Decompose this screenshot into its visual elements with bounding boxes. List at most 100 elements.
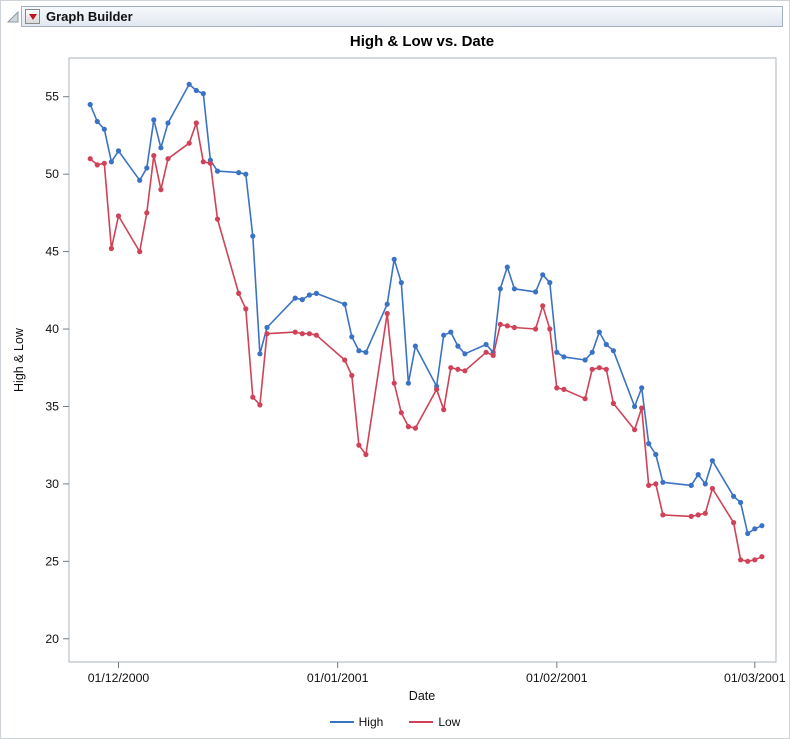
data-point-high[interactable] <box>151 117 157 123</box>
data-point-high[interactable] <box>504 264 510 270</box>
data-point-low[interactable] <box>455 366 461 372</box>
data-point-low[interactable] <box>511 324 517 331</box>
data-point-high[interactable] <box>115 148 122 154</box>
data-point-high[interactable] <box>561 354 567 360</box>
data-point-low[interactable] <box>144 210 150 216</box>
data-point-low[interactable] <box>653 481 659 487</box>
data-point-high[interactable] <box>236 170 242 176</box>
data-point-high[interactable] <box>144 165 150 171</box>
data-point-high[interactable] <box>363 349 369 355</box>
data-point-high[interactable] <box>554 349 560 355</box>
data-point-low[interactable] <box>448 365 454 371</box>
data-point-low[interactable] <box>745 558 751 564</box>
data-point-high[interactable] <box>497 286 503 292</box>
data-point-high[interactable] <box>349 334 355 340</box>
data-point-high[interactable] <box>639 385 645 391</box>
data-point-low[interactable] <box>596 365 602 371</box>
data-point-low[interactable] <box>646 482 652 488</box>
data-point-high[interactable] <box>731 493 737 499</box>
data-point-low[interactable] <box>87 156 93 162</box>
data-point-low[interactable] <box>292 329 298 335</box>
data-point-high[interactable] <box>582 357 588 363</box>
data-point-low[interactable] <box>582 396 588 402</box>
data-point-low[interactable] <box>115 213 122 219</box>
data-point-low[interactable] <box>554 385 560 391</box>
data-point-low[interactable] <box>94 162 100 168</box>
data-point-low[interactable] <box>660 512 666 518</box>
plot-frame[interactable] <box>68 57 777 663</box>
legend-item-low[interactable]: Low <box>409 715 460 729</box>
data-point-high[interactable] <box>398 280 404 286</box>
data-point-low[interactable] <box>603 366 609 372</box>
data-point-high[interactable] <box>342 301 348 307</box>
data-point-low[interactable] <box>589 366 595 372</box>
data-point-high[interactable] <box>405 380 411 386</box>
data-point-high[interactable] <box>356 348 362 354</box>
data-point-high[interactable] <box>483 341 489 348</box>
data-point-low[interactable] <box>462 368 468 374</box>
data-point-low[interactable] <box>342 357 348 363</box>
data-point-high[interactable] <box>257 351 263 357</box>
data-point-low[interactable] <box>214 216 221 222</box>
data-point-low[interactable] <box>391 380 397 386</box>
data-point-low[interactable] <box>137 249 143 255</box>
data-point-low[interactable] <box>610 400 617 406</box>
data-point-high[interactable] <box>158 145 164 151</box>
data-point-high[interactable] <box>688 482 694 488</box>
legend-item-high[interactable]: High <box>329 715 383 729</box>
data-point-low[interactable] <box>504 323 510 329</box>
data-point-low[interactable] <box>547 326 553 332</box>
data-point-low[interactable] <box>738 557 744 563</box>
data-point-low[interactable] <box>483 349 489 355</box>
data-point-low[interactable] <box>193 120 199 126</box>
data-point-high[interactable] <box>646 441 652 447</box>
data-point-high[interactable] <box>412 343 418 349</box>
data-point-high[interactable] <box>391 256 397 262</box>
data-point-high[interactable] <box>745 530 751 537</box>
data-point-low[interactable] <box>540 303 546 309</box>
data-point-high[interactable] <box>214 168 221 174</box>
data-point-low[interactable] <box>186 140 192 146</box>
disclosure-triangle-icon[interactable] <box>6 10 20 24</box>
data-point-high[interactable] <box>313 290 319 296</box>
data-point-high[interactable] <box>186 81 192 87</box>
data-point-low[interactable] <box>412 425 418 431</box>
data-point-high[interactable] <box>306 292 312 298</box>
data-point-low[interactable] <box>250 394 256 400</box>
data-point-low[interactable] <box>490 352 496 358</box>
data-point-high[interactable] <box>448 329 454 335</box>
data-point-low[interactable] <box>731 520 737 526</box>
data-point-low[interactable] <box>108 245 114 252</box>
data-point-low[interactable] <box>236 290 242 296</box>
data-point-low[interactable] <box>257 402 263 408</box>
data-point-low[interactable] <box>709 485 716 492</box>
data-point-high[interactable] <box>511 286 517 292</box>
data-point-high[interactable] <box>533 289 539 295</box>
data-point-low[interactable] <box>200 159 206 165</box>
data-point-high[interactable] <box>441 332 447 338</box>
data-point-low[interactable] <box>313 332 319 338</box>
data-point-high[interactable] <box>632 403 638 410</box>
data-point-low[interactable] <box>384 310 390 317</box>
data-point-low[interactable] <box>363 451 369 458</box>
data-point-high[interactable] <box>200 91 206 97</box>
data-point-low[interactable] <box>752 557 758 563</box>
data-point-high[interactable] <box>759 523 765 529</box>
data-point-low[interactable] <box>101 160 107 166</box>
data-point-high[interactable] <box>193 87 199 94</box>
data-point-low[interactable] <box>207 160 213 166</box>
data-point-high[interactable] <box>101 126 107 132</box>
data-point-low[interactable] <box>561 386 567 392</box>
data-point-low[interactable] <box>306 331 312 337</box>
data-point-low[interactable] <box>702 510 708 516</box>
data-point-high[interactable] <box>250 233 256 239</box>
data-point-high[interactable] <box>165 120 171 126</box>
data-point-high[interactable] <box>87 101 93 108</box>
data-point-low[interactable] <box>398 410 404 416</box>
data-point-high[interactable] <box>455 343 461 349</box>
data-point-high[interactable] <box>752 526 758 532</box>
data-point-low[interactable] <box>158 187 164 193</box>
data-point-high[interactable] <box>299 297 305 303</box>
data-point-low[interactable] <box>695 512 701 518</box>
data-point-high[interactable] <box>292 295 298 301</box>
